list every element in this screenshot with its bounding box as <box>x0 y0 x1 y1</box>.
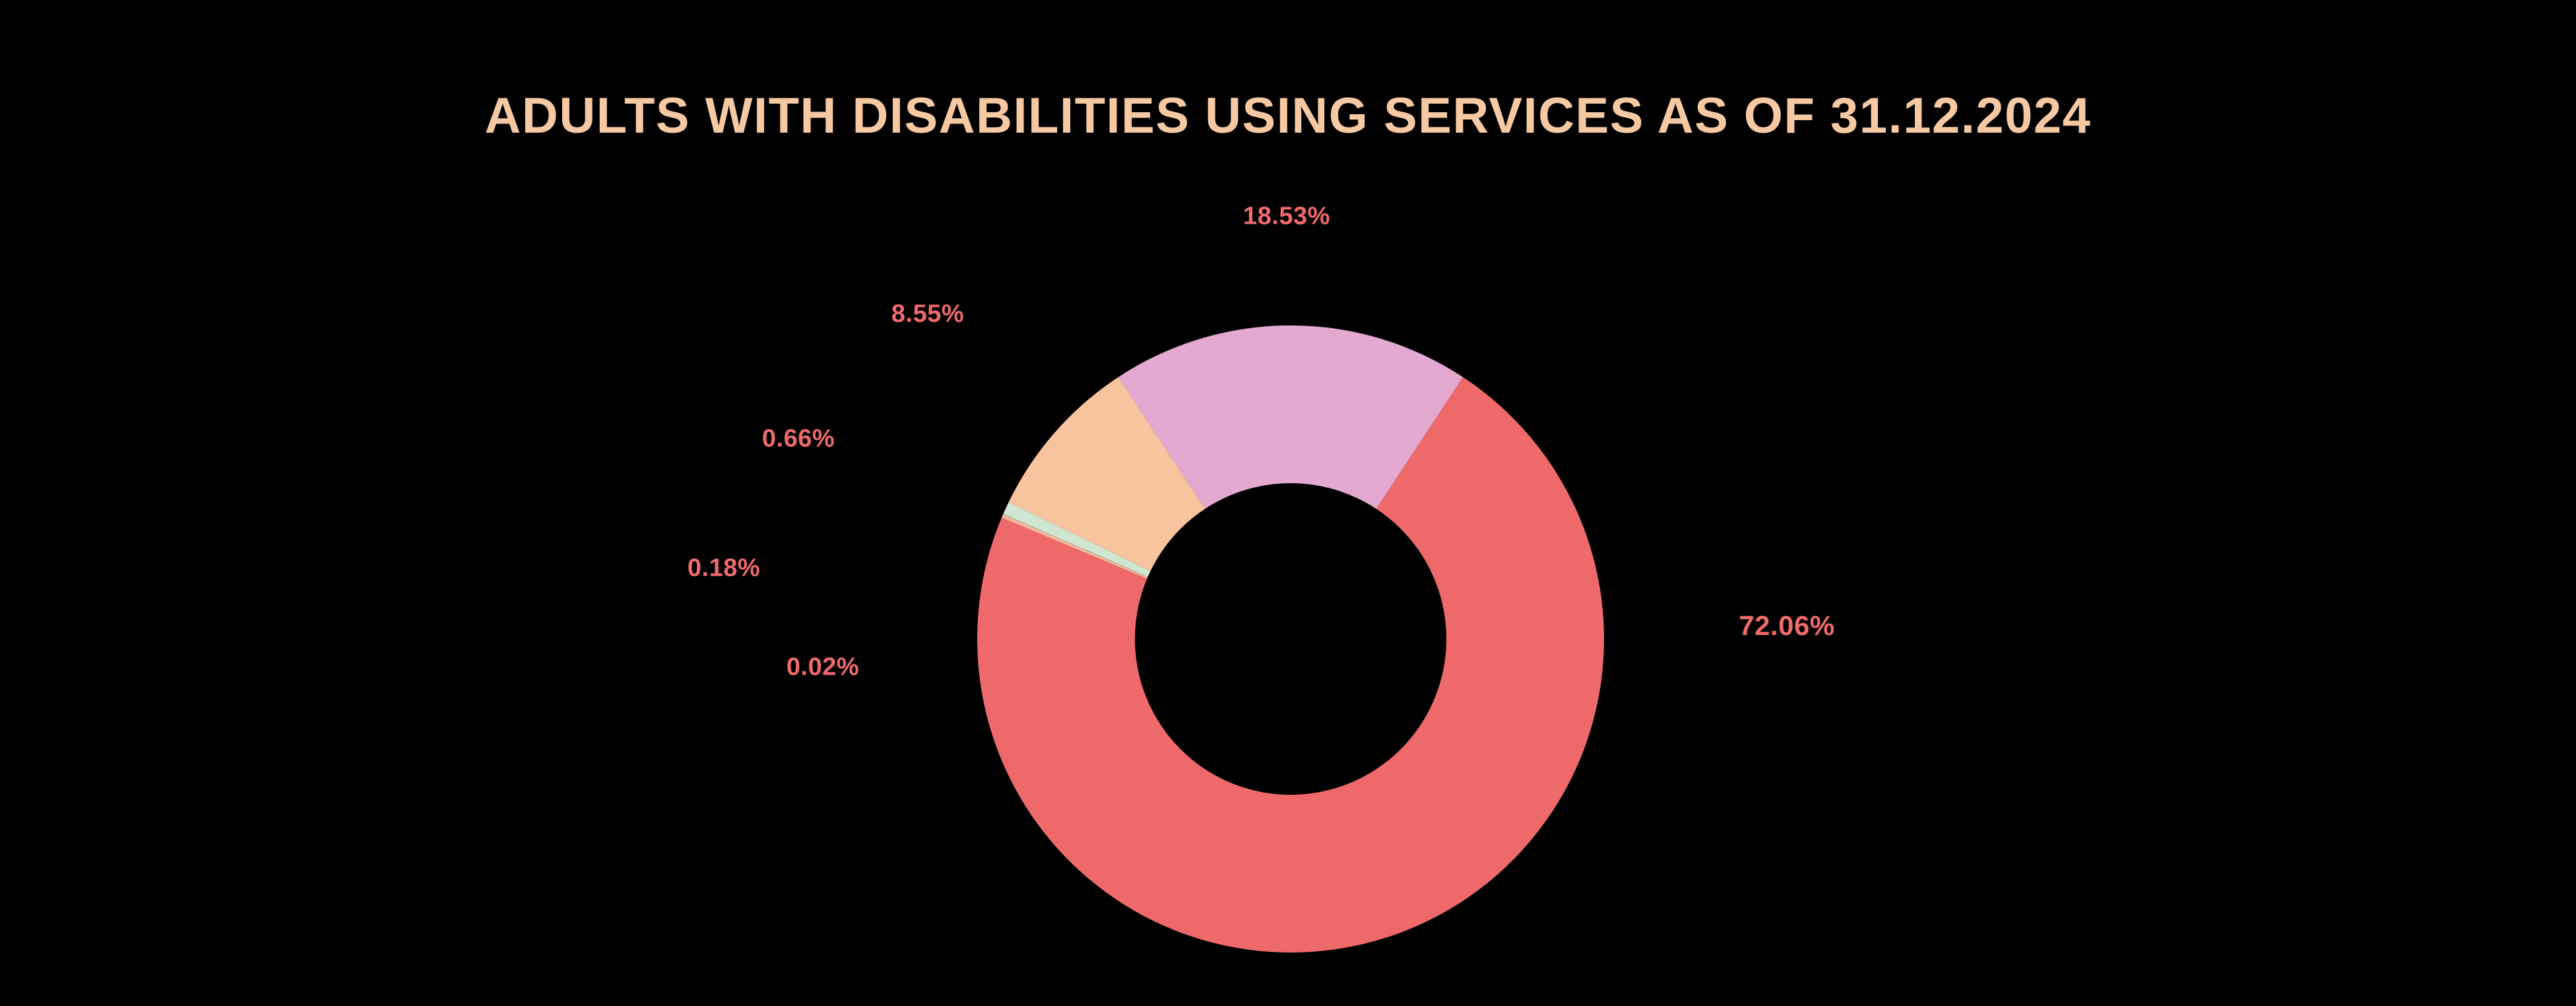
slice-label-0: 18.53% <box>1243 202 1330 230</box>
slice-label-4: 0.66% <box>761 424 835 453</box>
slice-label-2: 0.18% <box>687 554 761 582</box>
donut-slice-0 <box>1118 325 1464 509</box>
chart-title: ADULTS WITH DISABILITIES USING SERVICES … <box>484 88 2092 144</box>
donut-slice-4 <box>1003 502 1151 577</box>
donut-slice-5 <box>1008 377 1206 572</box>
donut-slice-1 <box>977 377 1604 953</box>
donut-slice-2 <box>1002 514 1148 579</box>
slice-label-3: 0.02% <box>786 653 860 681</box>
slice-label-1: 72.06% <box>1739 610 1835 641</box>
slice-label-5: 8.55% <box>891 300 965 328</box>
donut-chart <box>977 325 1604 953</box>
donut-slice-3 <box>1003 514 1148 578</box>
